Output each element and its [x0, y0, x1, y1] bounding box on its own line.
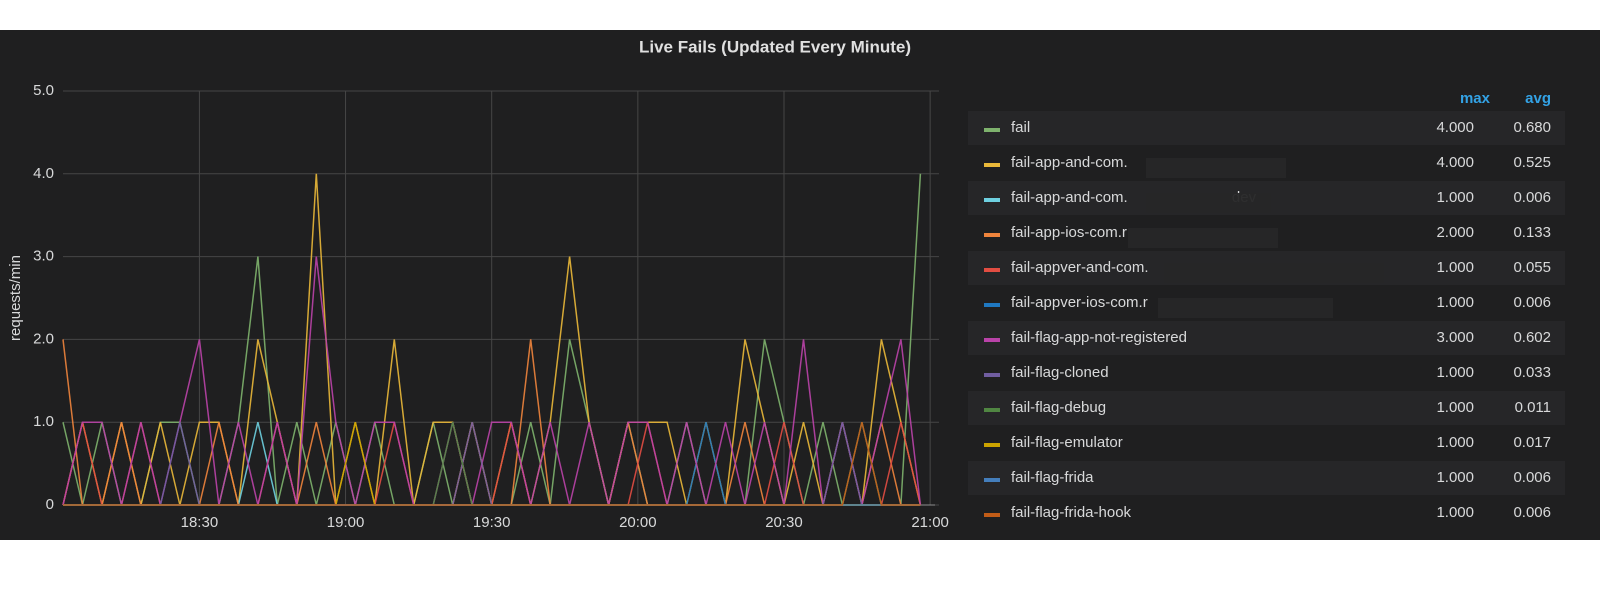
legend-swatch — [984, 513, 1000, 517]
legend-max: 1.000 — [1436, 504, 1474, 521]
series-line — [62, 256, 922, 506]
redactions — [1128, 158, 1384, 318]
legend-max: 1.000 — [1436, 189, 1474, 206]
legend-swatch — [984, 303, 1000, 307]
legend-avg: 0.006 — [1513, 189, 1551, 206]
legend-name: fail-flag-frida-hook — [1011, 504, 1132, 521]
series-line — [63, 422, 921, 506]
legend-max: 1.000 — [1436, 259, 1474, 276]
redaction — [1158, 298, 1333, 318]
legend-avg: 0.006 — [1513, 469, 1551, 486]
legend-max: 1.000 — [1436, 294, 1474, 311]
legend-name: fail-flag-frida — [1011, 469, 1094, 486]
legend-avg: 0.006 — [1513, 294, 1551, 311]
legend-name: fail — [1011, 119, 1030, 136]
y-tick-label: 4.0 — [33, 165, 54, 182]
legend-swatch — [984, 198, 1000, 202]
y-axis-label: requests/min — [7, 255, 24, 341]
legend-swatch — [984, 268, 1000, 272]
legend-name: fail-flag-debug — [1011, 399, 1106, 416]
legend-name: fail-app-and-com. — [1011, 154, 1128, 171]
y-tick-label: 2.0 — [33, 330, 54, 347]
x-tick-label: 18:30 — [181, 514, 219, 531]
legend-row — [968, 111, 1565, 145]
legend-swatch — [984, 338, 1000, 342]
legend-avg: 0.011 — [1515, 399, 1551, 416]
legend-max: 4.000 — [1436, 119, 1474, 136]
legend-row — [968, 426, 1565, 460]
panel-title: Live Fails (Updated Every Minute) — [639, 37, 911, 56]
legend-max: 4.000 — [1436, 154, 1474, 171]
legend-avg: 0.133 — [1513, 224, 1551, 241]
legend-header: avg — [1525, 90, 1551, 107]
legend-swatch — [984, 408, 1000, 412]
legend-row — [968, 496, 1565, 530]
legend-max: 1.000 — [1436, 364, 1474, 381]
legend-avg: 0.602 — [1513, 329, 1551, 346]
legend-swatch — [984, 163, 1000, 167]
legend-avg: 0.017 — [1513, 434, 1551, 451]
y-tick-label: 0 — [46, 496, 54, 513]
legend-avg: 0.006 — [1513, 504, 1551, 521]
legend-row — [968, 391, 1565, 425]
legend-row — [968, 321, 1565, 355]
legend-row — [968, 356, 1565, 390]
y-tick-label: 3.0 — [33, 248, 54, 265]
top-margin — [0, 0, 1600, 30]
legend-name: fail-appver-ios-com.r — [1011, 294, 1148, 311]
legend-avg: 0.680 — [1513, 119, 1551, 136]
legend-swatch — [984, 443, 1000, 447]
legend-name: fail-flag-cloned — [1011, 364, 1109, 381]
legend-row — [968, 461, 1565, 495]
legend-swatch — [984, 478, 1000, 482]
x-tick-label: 20:30 — [765, 514, 803, 531]
legend-max: 1.000 — [1436, 434, 1474, 451]
x-tick-label: 21:00 — [911, 514, 949, 531]
x-tick-label: 20:00 — [619, 514, 657, 531]
legend-max: 1.000 — [1436, 399, 1474, 416]
redaction — [1164, 263, 1384, 283]
legend-swatch — [984, 373, 1000, 377]
x-tick-label: 19:30 — [473, 514, 511, 531]
redaction — [1128, 228, 1278, 248]
redaction — [1146, 193, 1271, 213]
bottom-margin — [0, 540, 1600, 600]
legend-max: 1.000 — [1436, 469, 1474, 486]
legend-swatch — [984, 233, 1000, 237]
x-tick-label: 19:00 — [327, 514, 365, 531]
legend-max: 2.000 — [1436, 224, 1474, 241]
legend-max: 3.000 — [1436, 329, 1474, 346]
legend-header: max — [1460, 90, 1491, 107]
legend-name: fail-flag-emulator — [1011, 434, 1123, 451]
redaction — [1146, 158, 1286, 178]
legend-avg: 0.525 — [1513, 154, 1551, 171]
y-tick-label: 5.0 — [33, 82, 54, 99]
legend-swatch — [984, 128, 1000, 132]
legend-name: fail-flag-app-not-registered — [1011, 329, 1187, 346]
legend-name: fail-app-ios-com.r — [1011, 224, 1127, 241]
y-tick-label: 1.0 — [33, 413, 54, 430]
legend-avg: 0.033 — [1513, 364, 1551, 381]
plot — [62, 173, 922, 506]
legend-avg: 0.055 — [1513, 259, 1551, 276]
grid: 0 1.0 2.0 3.0 4.0 5.0 18:30 19:00 19:30 20:00 20:3… — [33, 82, 949, 531]
legend-name: fail-appver-and-com. — [1011, 259, 1149, 276]
